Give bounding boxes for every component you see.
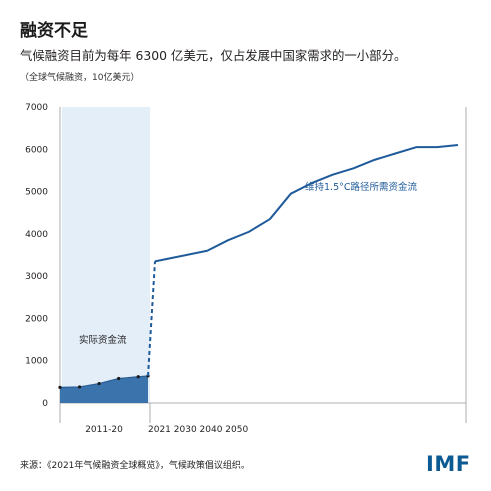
x-group-label: 2021 2030 2040 2050 [148, 425, 248, 435]
chart-subtitle: 气候融资目前为每年 6300 亿美元，仅占发展中国家需求的一小部分。 [20, 48, 407, 63]
actual-flows-point [77, 385, 82, 389]
y-tick-label: 2000 [25, 314, 48, 324]
historical-shade [62, 107, 150, 403]
y-tick-label: 5000 [25, 188, 48, 198]
y-tick-label: 4000 [25, 230, 48, 240]
needs-series-line [154, 144, 459, 263]
imf-logo: IMF [426, 452, 471, 476]
y-tick-label: 3000 [25, 272, 48, 282]
actual-flows-area [60, 375, 148, 403]
needs-connector-dashed [147, 261, 156, 376]
annotation-actual-flows: 实际资金流 [79, 334, 127, 346]
annotation-needed-flows: 维持1.5°C路径所需资金流 [305, 181, 417, 193]
x-group-label: 2011-20 [85, 425, 123, 435]
y-tick-label: 1000 [25, 357, 48, 367]
y-tick-label: 6000 [25, 145, 48, 155]
unit-note: （全球气候融资，10亿美元） [20, 73, 140, 83]
y-tick-label: 0 [42, 399, 48, 409]
actual-flows-line [59, 375, 149, 388]
actual-flows-point [58, 385, 62, 389]
actual-flows-point [117, 376, 121, 381]
actual-flows-point [97, 381, 101, 386]
actual-flows-point [136, 375, 140, 379]
chart-title: 融资不足 [20, 21, 88, 41]
y-tick-label: 7000 [25, 103, 48, 113]
source-note: 来源：《2021年气候融资全球概览》，气候政策倡议组织。 [20, 461, 250, 471]
